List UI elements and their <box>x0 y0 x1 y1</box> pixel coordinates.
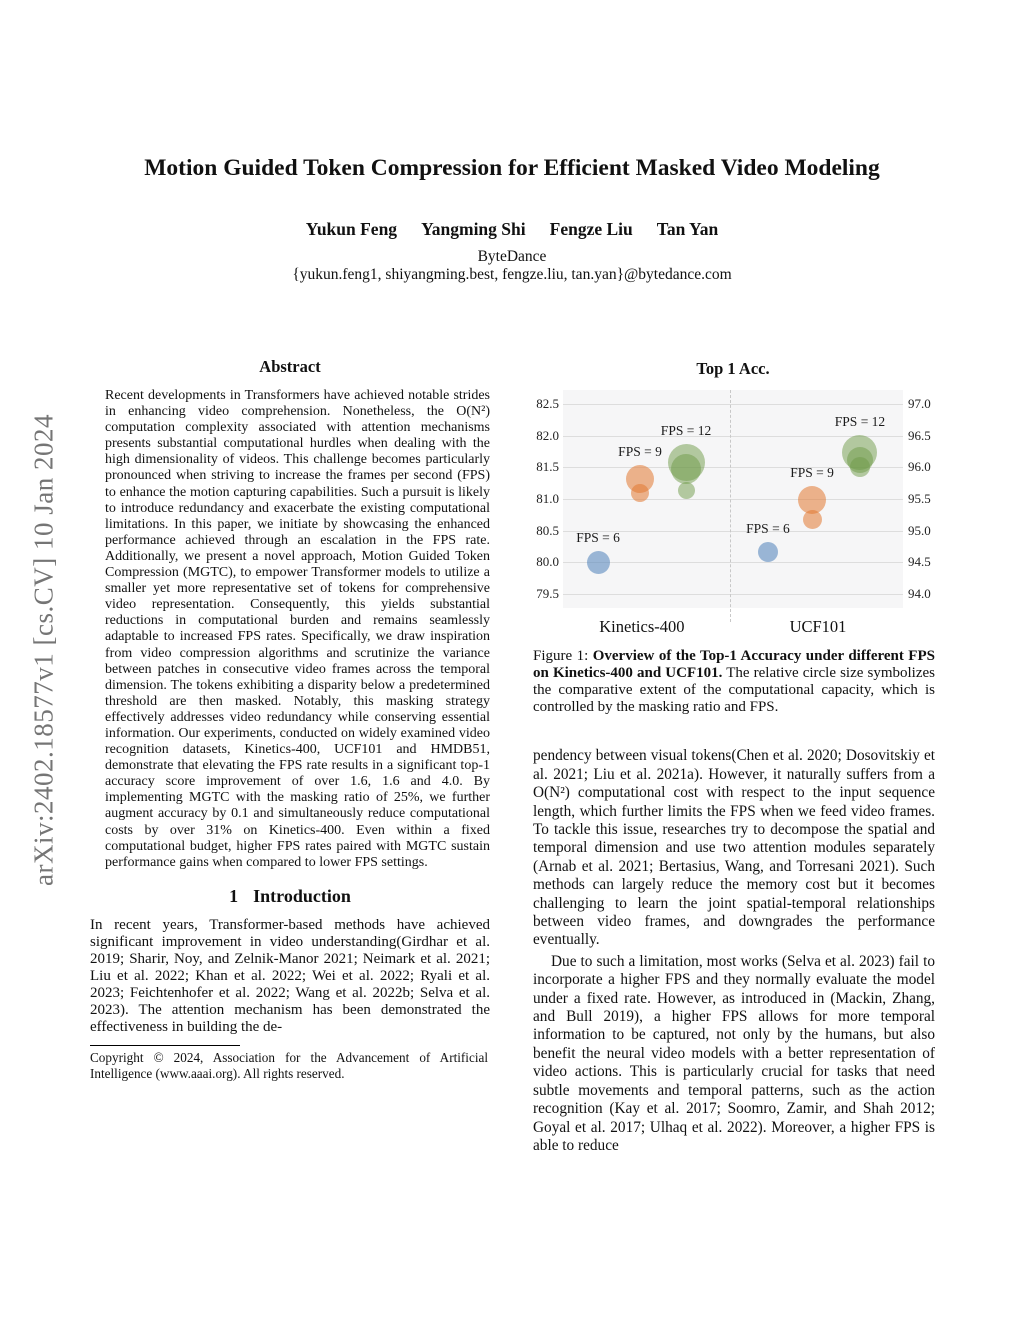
copyright-footnote: Copyright © 2024, Association for the Ad… <box>90 1050 488 1082</box>
left-axis-tick-label: 81.5 <box>536 459 559 475</box>
section-title: Introduction <box>253 885 351 906</box>
fps-group-label: FPS = 9 <box>618 443 662 459</box>
right-axis-tick-label: 94.0 <box>908 586 931 602</box>
chart-gridline <box>563 562 903 564</box>
right-axis-tick-label: 97.0 <box>908 395 931 411</box>
chart-gridline <box>563 467 903 469</box>
caption-prefix: Figure 1: <box>533 648 593 664</box>
author-name: Yangming Shi <box>421 219 526 239</box>
x-axis-label: Kinetics-400 <box>599 617 685 636</box>
left-axis-tick-label: 80.0 <box>536 554 559 570</box>
right-axis-tick-label: 95.5 <box>908 491 931 506</box>
author-name: Yukun Feng <box>305 219 398 239</box>
body-paragraph-1: pendency between visual tokens(Chen et a… <box>533 747 935 949</box>
footnote-rule <box>90 1045 240 1047</box>
left-axis-tick-label: 82.5 <box>536 395 559 411</box>
chart-bubble <box>798 486 827 515</box>
figure-1-caption: Figure 1: Overview of the Top-1 Accuracy… <box>533 648 935 716</box>
fps-group-label: FPS = 12 <box>834 414 886 430</box>
section-number: 1 <box>229 885 239 906</box>
chart-bubble <box>671 453 701 484</box>
left-axis-tick-label: 79.5 <box>536 586 559 602</box>
chart-title: Top 1 Acc. <box>696 359 770 378</box>
chart-gridline <box>563 594 903 596</box>
chart-plot-area: 82.5 82.0 81.5 81.0 80.5 80.0 79.5 97.0 96.5 96.0… <box>536 390 931 636</box>
fps-group-label: FPS = 6 <box>746 521 790 537</box>
chart-bubble <box>586 550 610 574</box>
introduction-paragraph: In recent years, Transformer-based metho… <box>90 916 490 1036</box>
chart-gridline <box>563 403 903 405</box>
chart-gridline <box>563 499 903 500</box>
chart-gridline <box>563 530 903 532</box>
author-emails: {yukun.feng1, shiyangming.best, fengze.l… <box>292 266 732 283</box>
body-paragraph-2: Due to such a limitation, most works (Se… <box>533 952 935 1154</box>
section-heading-introduction: 1 Introduction <box>90 886 490 907</box>
paper-title: Motion Guided Token Compression for Effi… <box>144 155 880 181</box>
chart-bubble <box>757 542 778 563</box>
left-axis-tick-label: 80.5 <box>536 522 559 538</box>
x-axis-label: UCF101 <box>789 617 847 636</box>
fps-group-label: FPS = 9 <box>790 465 834 481</box>
figure-1-chart: Top 1 Acc. 82.5 82.0 81.5 81.0 80.5 80.0 79.5 9… <box>533 355 935 648</box>
abstract-heading: Abstract <box>259 357 321 376</box>
affiliation: ByteDance <box>477 248 547 265</box>
author-list: Yukun Feng Yangming Shi Fengze Liu Tan Y… <box>0 219 1024 240</box>
abstract-text: Recent developments in Transformers have… <box>105 388 490 870</box>
author-name: Fengze Liu <box>549 219 633 239</box>
right-axis-tick-label: 94.5 <box>908 554 931 570</box>
left-axis-tick-label: 81.0 <box>536 491 559 506</box>
chart-bubble <box>677 482 695 500</box>
right-column: Top 1 Acc. 82.5 82.0 81.5 81.0 80.5 80.0 79.5 9… <box>533 355 935 1155</box>
chart-bubble <box>802 510 822 530</box>
right-axis-tick-label: 96.5 <box>908 427 931 443</box>
right-axis-tick-label: 95.0 <box>908 522 931 538</box>
chart-bubble <box>849 457 870 478</box>
chart-bubble <box>631 483 649 502</box>
caption-bold: Overview of the Top-1 Accuracy under dif… <box>533 648 935 682</box>
fps-group-label: FPS = 6 <box>576 529 620 545</box>
arxiv-watermark-text: arXiv:2402.18577v1 [cs.CV] 10 Jan 2024 <box>28 414 59 886</box>
author-name: Tan Yan <box>656 219 719 239</box>
caption-rest: The relative circle size symbolizes the … <box>533 665 936 716</box>
left-axis-tick-label: 82.0 <box>536 427 559 443</box>
left-column: Abstract Recent developments in Transfor… <box>90 357 490 1082</box>
dataset-divider <box>730 390 732 622</box>
chart-gridline <box>563 435 903 437</box>
fps-group-label: FPS = 12 <box>660 423 712 439</box>
right-axis-tick-label: 96.0 <box>908 459 931 475</box>
